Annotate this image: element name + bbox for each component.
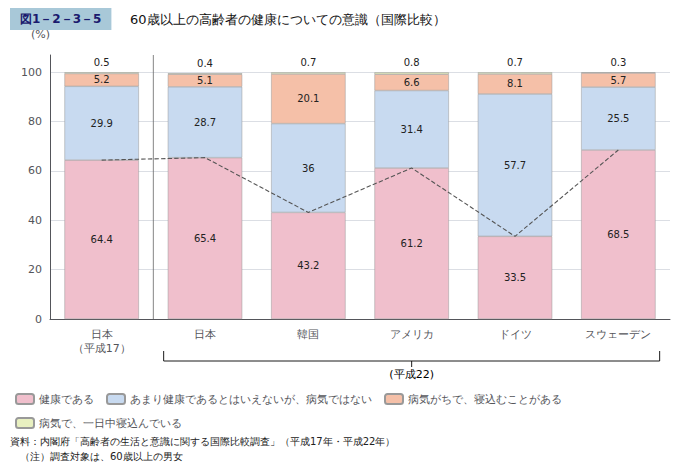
svg-text:33.5: 33.5 (504, 272, 526, 283)
svg-text:100: 100 (21, 66, 42, 79)
svg-text:ドイツ: ドイツ (499, 328, 532, 341)
svg-text:31.4: 31.4 (401, 124, 423, 135)
svg-text:80: 80 (28, 115, 42, 128)
svg-text:40: 40 (28, 214, 42, 227)
svg-text:スウェーデン: スウェーデン (585, 328, 651, 341)
svg-text:病気で、一日中寝込んでいる: 病気で、一日中寝込んでいる (39, 417, 182, 430)
svg-text:0.4: 0.4 (197, 58, 213, 69)
svg-text:（平成17）: （平成17） (73, 342, 131, 355)
svg-text:60: 60 (28, 164, 42, 177)
svg-text:25.5: 25.5 (607, 113, 629, 124)
svg-text:60歳以上の高齢者の健康についての意識（国際比較）: 60歳以上の高齢者の健康についての意識（国際比較） (130, 12, 446, 27)
svg-text:0.8: 0.8 (404, 57, 420, 68)
svg-text:28.7: 28.7 (194, 117, 216, 128)
svg-text:0.7: 0.7 (300, 57, 316, 68)
svg-text:8.1: 8.1 (507, 78, 523, 89)
svg-text:0.5: 0.5 (94, 57, 110, 68)
svg-text:68.5: 68.5 (607, 229, 629, 240)
svg-text:病気がちで、寝込むことがある: 病気がちで、寝込むことがある (408, 393, 562, 406)
svg-text:20: 20 (28, 263, 42, 276)
svg-text:43.2: 43.2 (297, 260, 319, 271)
svg-text:5.2: 5.2 (94, 74, 110, 85)
svg-text:29.9: 29.9 (91, 118, 113, 129)
svg-text:0: 0 (35, 313, 42, 326)
svg-text:0.3: 0.3 (610, 57, 626, 68)
svg-text:（注）調査対象は、60歳以上の男女: （注）調査対象は、60歳以上の男女 (10, 451, 183, 462)
svg-text:0.7: 0.7 (507, 57, 523, 68)
svg-text:36: 36 (302, 163, 315, 174)
svg-text:あまり健康であるとはいえないが、病気ではない: あまり健康であるとはいえないが、病気ではない (130, 393, 372, 406)
svg-text:日本: 日本 (91, 328, 113, 341)
svg-text:図1－2－3－5: 図1－2－3－5 (20, 12, 101, 26)
svg-text:アメリカ: アメリカ (390, 328, 434, 341)
svg-text:(平成22): (平成22) (389, 368, 434, 381)
svg-text:6.6: 6.6 (404, 77, 420, 88)
svg-text:61.2: 61.2 (401, 238, 423, 249)
svg-text:健康である: 健康である (39, 393, 94, 406)
svg-text:5.7: 5.7 (610, 75, 626, 86)
svg-text:資料：内閣府「高齢者の生活と意識に関する国際比較調査」（平成: 資料：内閣府「高齢者の生活と意識に関する国際比較調査」（平成17年・平成22年） (10, 436, 395, 447)
svg-text:64.4: 64.4 (91, 234, 113, 245)
svg-text:日本: 日本 (194, 328, 216, 341)
svg-text:5.1: 5.1 (197, 75, 213, 86)
svg-text:57.7: 57.7 (504, 160, 526, 171)
svg-text:65.4: 65.4 (194, 233, 216, 244)
svg-text:20.1: 20.1 (297, 93, 319, 104)
svg-text:韓国: 韓国 (297, 328, 319, 341)
